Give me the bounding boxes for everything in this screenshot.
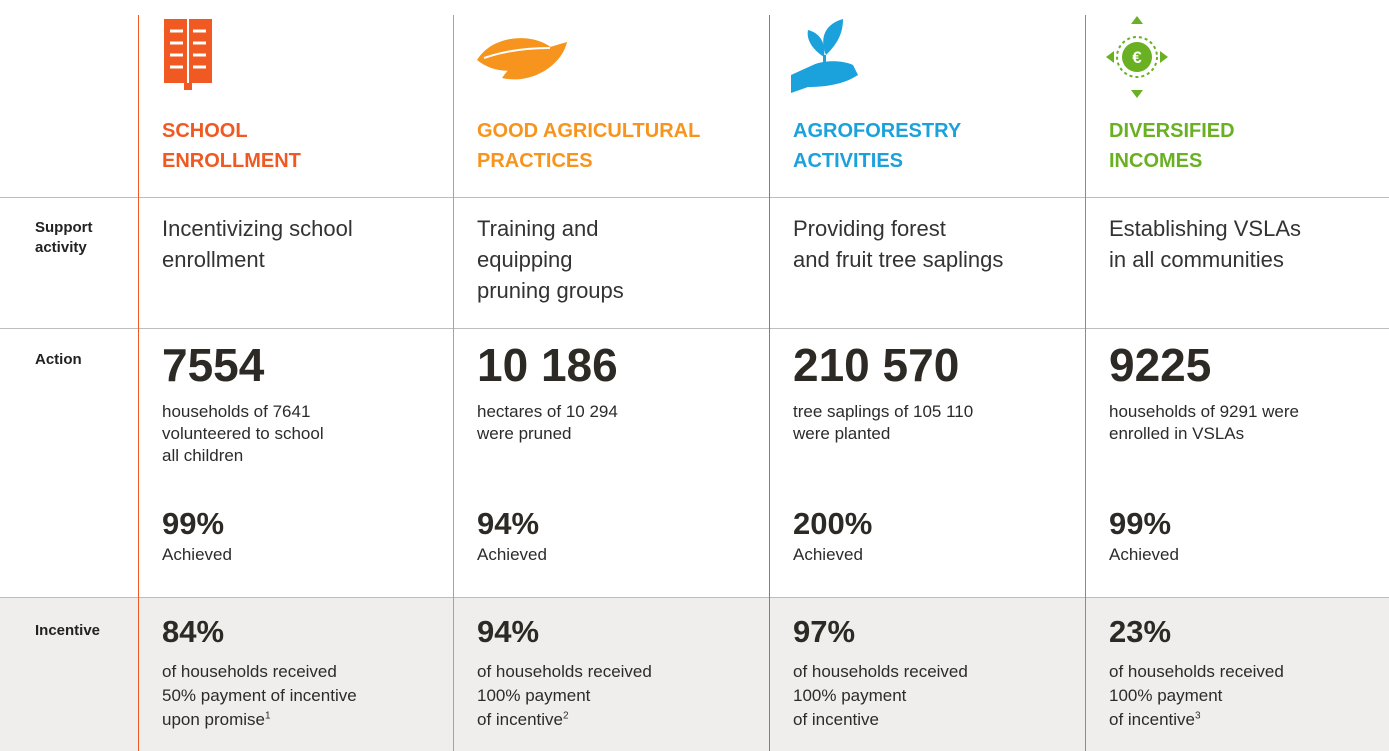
footnote: 2: [563, 710, 569, 722]
achieved-label: Achieved: [477, 545, 547, 564]
support-text: Incentivizing school: [162, 216, 353, 241]
achieved-label: Achieved: [1109, 545, 1179, 564]
column-line: [1085, 15, 1086, 751]
support-text: equipping: [477, 247, 573, 272]
incentive-text: of incentive: [793, 710, 879, 729]
incentive-text: 50% payment of incentive: [162, 686, 357, 705]
column-title: PRACTICES: [477, 150, 593, 172]
incentive-text: of households received: [1109, 662, 1284, 681]
action-text: enrolled in VSLAs: [1109, 424, 1245, 443]
row-label: Support activity: [35, 219, 93, 256]
support-text: enrollment: [162, 247, 265, 272]
column-line: [769, 15, 770, 751]
achieved-percent: 99%: [1109, 506, 1172, 541]
action-text: hectares of 10 294: [477, 402, 618, 421]
action-text: tree saplings of 105 110: [793, 402, 974, 421]
achieved-label: Achieved: [793, 545, 863, 564]
divider: [0, 597, 1389, 598]
incentive-text: of households received: [162, 662, 337, 681]
action-number: 7554: [162, 339, 265, 391]
divider: [0, 197, 1389, 198]
action-text: were planted: [793, 424, 891, 443]
incentive-text: upon promise1: [162, 710, 271, 729]
plant-icon: [791, 19, 858, 93]
incentive-bg: [0, 597, 1389, 751]
support-text: Training and: [477, 216, 599, 241]
column-title: ENROLLMENT: [162, 150, 301, 172]
action-number: 9225: [1109, 339, 1212, 391]
divider: [0, 328, 1389, 329]
incentive-percent: 94%: [477, 614, 540, 649]
column-title: GOOD AGRICULTURAL: [477, 120, 701, 142]
action-number: 210 570: [793, 339, 960, 391]
incentive-percent: 84%: [162, 614, 225, 649]
incentive-text: 100% payment: [1109, 686, 1223, 705]
action-text: all children: [162, 446, 244, 465]
achieved-percent: 200%: [793, 506, 873, 541]
achieved-label: Achieved: [162, 545, 232, 564]
incentive-text: of households received: [477, 662, 652, 681]
icon-glyph: €: [1132, 48, 1142, 67]
column-line: [138, 15, 139, 751]
row-label: Action: [35, 351, 82, 368]
footnote: 3: [1195, 710, 1201, 722]
action-text: households of 7641: [162, 402, 311, 421]
incentive-text: of households received: [793, 662, 968, 681]
column-line: [453, 15, 454, 751]
column-title: AGROFORESTRY: [793, 120, 962, 142]
incentive-text: 100% payment: [477, 686, 591, 705]
book-icon: [164, 19, 212, 90]
support-text: in all communities: [1109, 247, 1284, 272]
action-text: volunteered to school: [162, 424, 324, 443]
column-title: ACTIVITIES: [793, 150, 904, 172]
incentive-text: of incentive3: [1109, 710, 1201, 729]
column-title: INCOMES: [1109, 150, 1203, 172]
support-text: Establishing VSLAs: [1109, 216, 1301, 241]
cocoa-icon: [477, 38, 567, 80]
action-text: were pruned: [477, 424, 572, 443]
support-text: Providing forest: [793, 216, 946, 241]
achieved-percent: 99%: [162, 506, 225, 541]
incentive-text: of incentive2: [477, 710, 569, 729]
achieved-percent: 94%: [477, 506, 540, 541]
column-title: DIVERSIFIED: [1109, 120, 1235, 142]
row-label: Incentive: [35, 622, 101, 639]
incentive-text: 100% payment: [793, 686, 907, 705]
support-text: pruning groups: [477, 278, 624, 303]
action-text: households of 9291 were: [1109, 402, 1299, 421]
footnote: 1: [265, 710, 271, 722]
income-icon: €: [1106, 16, 1168, 98]
column-title: SCHOOL: [162, 120, 248, 142]
incentive-percent: 23%: [1109, 614, 1172, 649]
support-text: and fruit tree saplings: [793, 247, 1004, 272]
action-number: 10 186: [477, 339, 618, 391]
incentive-percent: 97%: [793, 614, 856, 649]
